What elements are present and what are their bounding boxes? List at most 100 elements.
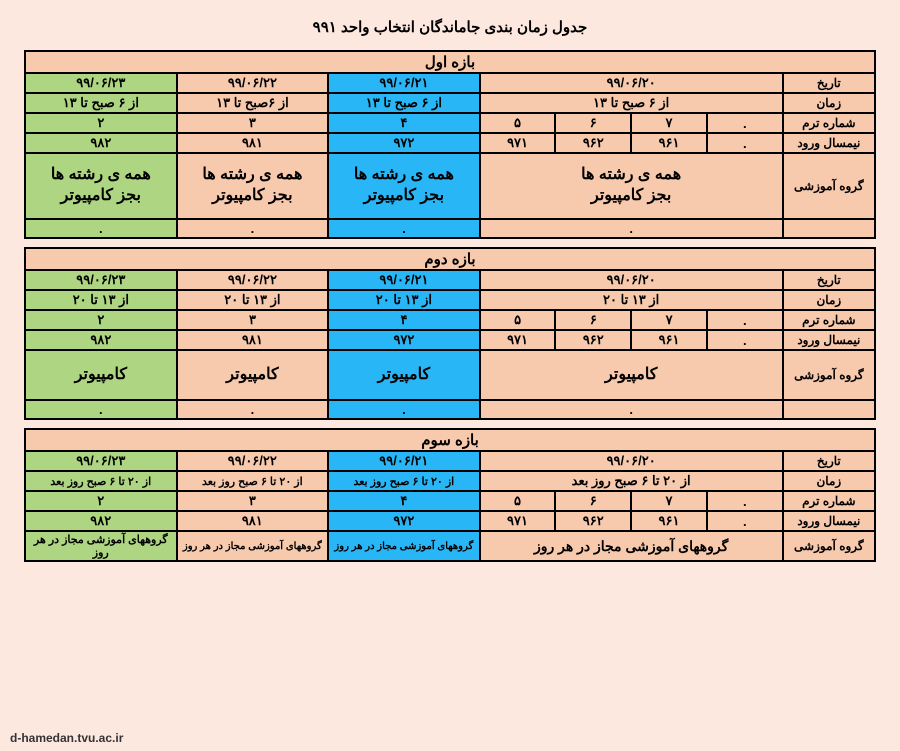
cell: از ۲۰ تا ۶ صبح روز بعد — [480, 471, 783, 491]
cell: . — [707, 511, 783, 531]
cell: ۹۶۱ — [631, 133, 707, 153]
section-header: بازه اول — [25, 51, 875, 73]
row-label-entry: نیمسال ورود — [783, 511, 875, 531]
cell: ۷ — [631, 491, 707, 511]
cell: ۹۹/۰۶/۲۰ — [480, 73, 783, 93]
section-header: بازه دوم — [25, 248, 875, 270]
cell: گروههای آموزشی مجاز در هر روز — [177, 531, 329, 561]
row-label-time: زمان — [783, 93, 875, 113]
footer-url: d-hamedan.tvu.ac.ir — [10, 731, 123, 745]
cell: ۹۸۲ — [25, 330, 177, 350]
cell: ۲ — [25, 491, 177, 511]
cell: کامپیوتر — [480, 350, 783, 400]
cell: کامپیوتر — [25, 350, 177, 400]
cell: ۹۷۲ — [328, 133, 480, 153]
cell: از ۱۳ تا ۲۰ — [25, 290, 177, 310]
cell: ۹۷۲ — [328, 330, 480, 350]
cell: ۹۹/۰۶/۲۱ — [328, 451, 480, 471]
cell: ۹۸۱ — [177, 511, 329, 531]
row-label-date: تاریخ — [783, 451, 875, 471]
cell: همه ی رشته هابجز کامپیوتر — [480, 153, 783, 219]
row-label-empty — [783, 400, 875, 419]
cell: . — [707, 330, 783, 350]
cell: ۴ — [328, 491, 480, 511]
row-label-group: گروه آموزشی — [783, 350, 875, 400]
cell: ۴ — [328, 310, 480, 330]
row-label-time: زمان — [783, 290, 875, 310]
row-label-term: شماره ترم — [783, 310, 875, 330]
cell: . — [328, 400, 480, 419]
cell: ۹۹/۰۶/۲۲ — [177, 73, 329, 93]
cell: ۹۶۲ — [555, 330, 631, 350]
cell: . — [707, 113, 783, 133]
cell: ۶ — [555, 491, 631, 511]
cell: . — [707, 310, 783, 330]
cell: . — [177, 400, 329, 419]
section-header: بازه سوم — [25, 429, 875, 451]
row-label-term: شماره ترم — [783, 113, 875, 133]
cell: از ۶ صبح تا ۱۳ — [480, 93, 783, 113]
page-title: جدول زمان بندی جاماندگان انتخاب واحد ۹۹۱ — [24, 18, 876, 36]
cell: کامپیوتر — [177, 350, 329, 400]
cell: ۹۶۱ — [631, 330, 707, 350]
row-label-date: تاریخ — [783, 73, 875, 93]
cell: ۹۸۱ — [177, 133, 329, 153]
cell: ۹۹/۰۶/۲۲ — [177, 270, 329, 290]
row-label-entry: نیمسال ورود — [783, 330, 875, 350]
cell: . — [177, 219, 329, 238]
cell: . — [328, 219, 480, 238]
cell: ۹۶۲ — [555, 511, 631, 531]
cell: . — [25, 219, 177, 238]
cell: از ۶ صبح تا ۱۳ — [328, 93, 480, 113]
cell: از ۲۰ تا ۶ صبح روز بعد — [25, 471, 177, 491]
cell: ۷ — [631, 113, 707, 133]
cell: ۴ — [328, 113, 480, 133]
cell: ۹۸۲ — [25, 133, 177, 153]
row-label-group: گروه آموزشی — [783, 153, 875, 219]
cell: ۵ — [480, 310, 556, 330]
cell: . — [25, 400, 177, 419]
cell: گروههای آموزشی مجاز در هر روز — [480, 531, 783, 561]
cell: . — [480, 400, 783, 419]
cell: ۹۸۲ — [25, 511, 177, 531]
cell: ۹۸۱ — [177, 330, 329, 350]
cell: از ۲۰ تا ۶ صبح روز بعد — [328, 471, 480, 491]
cell: گروههای آموزشی مجاز در هر روز — [328, 531, 480, 561]
cell: از ۱۳ تا ۲۰ — [328, 290, 480, 310]
row-label-entry: نیمسال ورود — [783, 133, 875, 153]
cell: ۹۹/۰۶/۲۱ — [328, 270, 480, 290]
cell: ۵ — [480, 113, 556, 133]
cell: از ۲۰ تا ۶ صبح روز بعد — [177, 471, 329, 491]
row-label-time: زمان — [783, 471, 875, 491]
cell: همه ی رشته هابجز کامپیوتر — [328, 153, 480, 219]
schedule-table-2: بازه دوم تاریخ ۹۹/۰۶/۲۰ ۹۹/۰۶/۲۱ ۹۹/۰۶/۲… — [24, 247, 876, 420]
row-label-date: تاریخ — [783, 270, 875, 290]
cell: ۹۹/۰۶/۲۳ — [25, 451, 177, 471]
cell: ۶ — [555, 310, 631, 330]
cell: ۹۷۱ — [480, 330, 556, 350]
cell: همه ی رشته هابجز کامپیوتر — [177, 153, 329, 219]
cell: . — [707, 133, 783, 153]
cell: . — [707, 491, 783, 511]
cell: ۹۷۱ — [480, 511, 556, 531]
cell: گروههای آموزشی مجاز در هر روز — [25, 531, 177, 561]
cell: همه ی رشته هابجز کامپیوتر — [25, 153, 177, 219]
cell: کامپیوتر — [328, 350, 480, 400]
cell: از ۱۳ تا ۲۰ — [177, 290, 329, 310]
row-label-term: شماره ترم — [783, 491, 875, 511]
cell: از ۶صبح تا ۱۳ — [177, 93, 329, 113]
cell: ۷ — [631, 310, 707, 330]
schedule-table-1: بازه اول تاریخ ۹۹/۰۶/۲۰ ۹۹/۰۶/۲۱ ۹۹/۰۶/۲… — [24, 50, 876, 239]
cell: ۹۹/۰۶/۲۳ — [25, 270, 177, 290]
cell: ۳ — [177, 113, 329, 133]
cell: ۹۹/۰۶/۲۳ — [25, 73, 177, 93]
cell: ۲ — [25, 310, 177, 330]
row-label-group: گروه آموزشی — [783, 531, 875, 561]
cell: ۹۹/۰۶/۲۰ — [480, 451, 783, 471]
schedule-table-3: بازه سوم تاریخ ۹۹/۰۶/۲۰ ۹۹/۰۶/۲۱ ۹۹/۰۶/۲… — [24, 428, 876, 562]
cell: ۹۹/۰۶/۲۱ — [328, 73, 480, 93]
cell: ۵ — [480, 491, 556, 511]
cell: از ۶ صبح تا ۱۳ — [25, 93, 177, 113]
cell: . — [480, 219, 783, 238]
cell: ۲ — [25, 113, 177, 133]
